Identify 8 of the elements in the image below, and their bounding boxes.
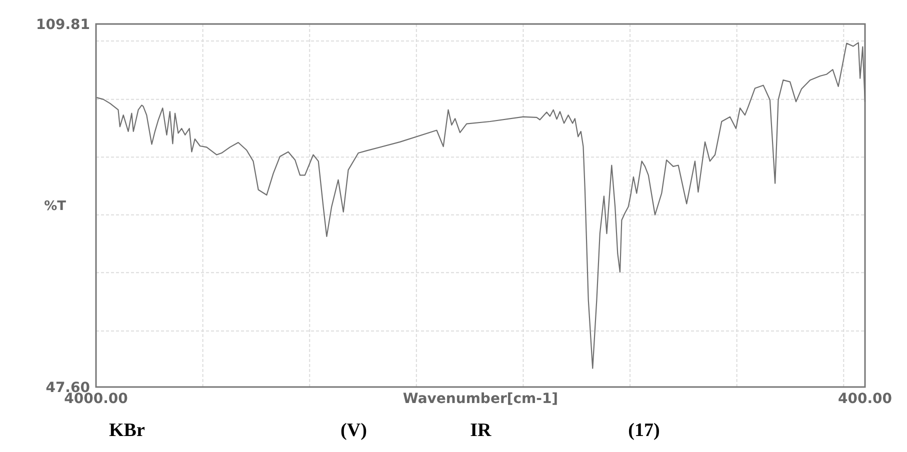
y-tick-label: 109.81 <box>36 16 90 33</box>
text: (V) <box>340 420 367 441</box>
text: (17) <box>628 420 660 441</box>
text: KBr <box>109 420 146 441</box>
y-axis-title: %T <box>44 199 66 214</box>
x-axis-title: Wavenumber[cm-1] <box>402 391 558 407</box>
x-tick-label: 400.00 <box>838 391 892 407</box>
text: IR <box>470 420 492 441</box>
